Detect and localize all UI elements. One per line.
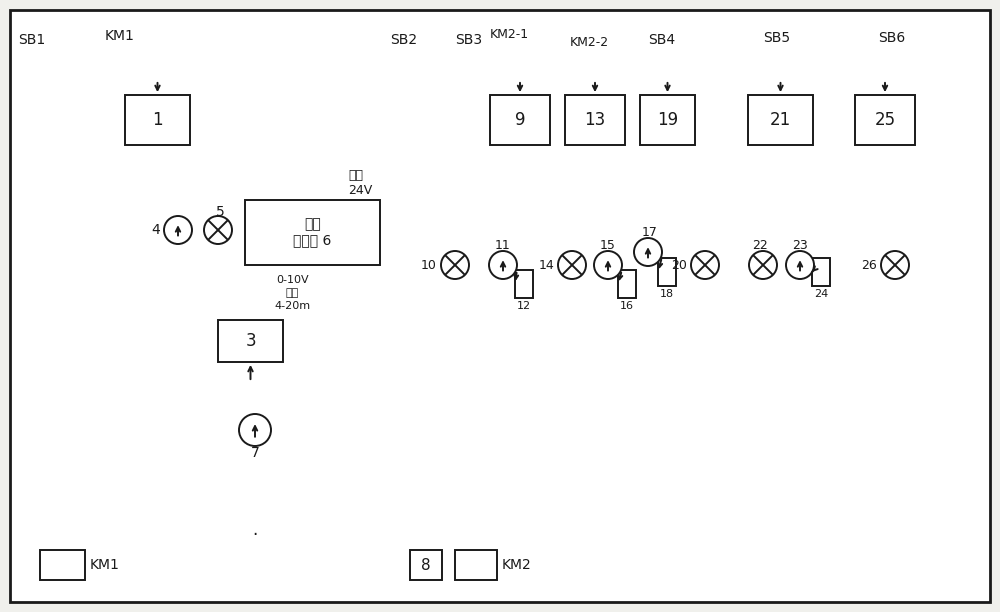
Text: 18: 18 [660,289,674,299]
Circle shape [441,251,469,279]
Text: 1: 1 [152,111,163,129]
Circle shape [786,251,814,279]
Text: 19: 19 [657,111,678,129]
Text: 24V: 24V [348,184,372,196]
Text: 5: 5 [216,205,224,219]
Text: 25: 25 [874,111,896,129]
Text: 24: 24 [814,289,828,299]
Text: SB2: SB2 [390,33,417,47]
Text: 转换器 6: 转换器 6 [293,234,332,247]
Bar [748,95,813,145]
Circle shape [881,251,909,279]
Text: 11: 11 [495,239,511,252]
Circle shape [634,238,662,266]
Text: 23: 23 [792,239,808,252]
Text: 12: 12 [517,301,531,311]
Text: 信号: 信号 [304,217,321,231]
Text: 15: 15 [600,239,616,252]
Text: 直流: 直流 [348,168,363,182]
Text: 7: 7 [251,446,259,460]
Bar [640,95,695,145]
Text: 3: 3 [245,332,256,350]
Text: .: . [252,521,258,539]
Text: 转换: 转换 [286,288,299,298]
Bar [855,95,915,145]
Bar [812,258,830,286]
Text: 8: 8 [421,558,431,572]
Text: SB5: SB5 [763,31,790,45]
Bar [618,270,636,298]
Bar [565,95,625,145]
Circle shape [204,216,232,244]
Text: KM2-1: KM2-1 [490,28,529,40]
Circle shape [691,251,719,279]
Text: SB3: SB3 [455,33,482,47]
Bar [125,95,190,145]
Circle shape [164,216,192,244]
Text: 16: 16 [620,301,634,311]
Bar [455,550,497,580]
Circle shape [594,251,622,279]
Text: 0-10V: 0-10V [276,275,309,285]
Circle shape [489,251,517,279]
Bar [490,95,550,145]
Bar [515,270,533,298]
Text: 26: 26 [861,258,877,272]
Circle shape [239,414,271,446]
Text: 10: 10 [421,258,437,272]
Text: 14: 14 [538,258,554,272]
Text: 20: 20 [671,258,687,272]
Bar [410,550,442,580]
Text: 4: 4 [152,223,160,237]
Bar [245,200,380,265]
Text: 9: 9 [515,111,525,129]
Text: SB1: SB1 [18,33,45,47]
Text: KM1: KM1 [105,29,135,43]
Text: 22: 22 [752,239,768,252]
Circle shape [749,251,777,279]
Bar [218,320,283,362]
Text: KM2: KM2 [502,558,532,572]
Text: 4-20m: 4-20m [274,301,310,311]
Text: 21: 21 [770,111,791,129]
Text: 17: 17 [642,225,658,239]
Text: KM1: KM1 [90,558,120,572]
Text: SB4: SB4 [648,33,675,47]
Bar [658,258,676,286]
Circle shape [558,251,586,279]
Text: SB6: SB6 [878,31,905,45]
Text: KM2-2: KM2-2 [570,35,609,48]
Text: 13: 13 [584,111,606,129]
Bar [40,550,85,580]
